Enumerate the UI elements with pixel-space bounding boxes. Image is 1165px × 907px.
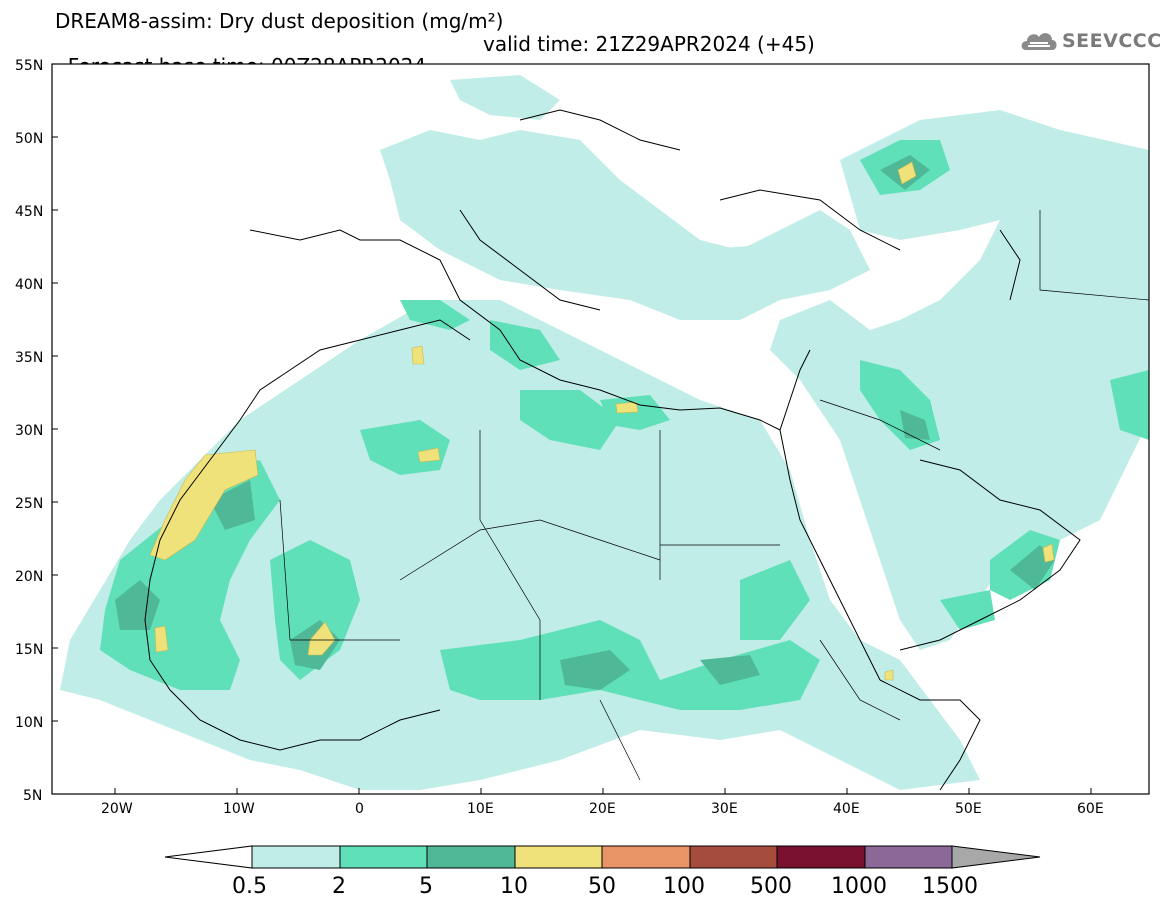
lat-label: 35N: [15, 350, 43, 366]
colorbar-label: 0.5: [232, 874, 267, 899]
coastlines: [144, 109, 1081, 791]
colorbar-label: 500: [750, 874, 792, 899]
map-area: [51, 63, 1150, 795]
borders: [279, 210, 1150, 781]
colorbar-swatch: [251, 845, 341, 869]
lat-label: 20N: [15, 569, 43, 585]
colorbar-swatch: [864, 845, 953, 869]
colorbar-label: 50: [588, 874, 616, 899]
colorbar-label: 1000: [831, 874, 887, 899]
lat-label: 45N: [15, 204, 43, 220]
colorbar: 0.5 2 5 10 50 100 500 1000 1500: [164, 845, 1041, 899]
lat-label: 25N: [15, 496, 43, 512]
lat-label: 40N: [15, 277, 43, 293]
colorbar-low-arrow: [164, 845, 253, 869]
colorbar-swatch: [689, 845, 778, 869]
longitude-axis: 20W 10W 0 10E 20E 30E 40E 50E 60E: [101, 788, 1104, 817]
colorbar-high-arrow: [951, 845, 1041, 869]
colorbar-label: 2: [332, 874, 346, 899]
dust-field-high: [149, 161, 1055, 681]
lat-label: 15N: [15, 642, 43, 658]
lon-label: 60E: [1077, 801, 1104, 817]
lon-label: 10W: [223, 801, 255, 817]
lon-label: 20E: [589, 801, 616, 817]
lat-label: 55N: [15, 58, 43, 74]
colorbar-swatch: [514, 845, 603, 869]
colorbar-swatch: [339, 845, 428, 869]
lon-label: 30E: [711, 801, 738, 817]
colorbar-swatch: [776, 845, 866, 869]
lon-label: 10E: [467, 801, 494, 817]
colorbar-swatch: [601, 845, 691, 869]
colorbar-label: 5: [419, 874, 433, 899]
lat-label: 30N: [15, 423, 43, 439]
cloud-icon: [1021, 33, 1057, 50]
latitude-axis: 55N 50N 45N 40N 35N 30N 25N 20N 15N 10N …: [15, 58, 58, 804]
lon-label: 50E: [955, 801, 982, 817]
lat-label: 5N: [23, 788, 42, 804]
map-title: DREAM8-assim: Dry dust deposition (mg/m²…: [55, 9, 504, 33]
seevccc-logo: SEEVCCC: [1018, 26, 1161, 56]
lat-label: 10N: [15, 715, 43, 731]
colorbar-label: 1500: [922, 874, 978, 899]
colorbar-label: 100: [663, 874, 705, 899]
lat-label: 50N: [15, 131, 43, 147]
logo-text: SEEVCCC: [1062, 30, 1162, 52]
valid-time: valid time: 21Z29APR2024 (+45): [483, 32, 815, 56]
colorbar-swatch: [426, 845, 516, 869]
lon-label: 40E: [833, 801, 860, 817]
lon-label: 20W: [101, 801, 133, 817]
colorbar-label: 10: [500, 874, 528, 899]
lon-label: 0: [355, 801, 364, 817]
